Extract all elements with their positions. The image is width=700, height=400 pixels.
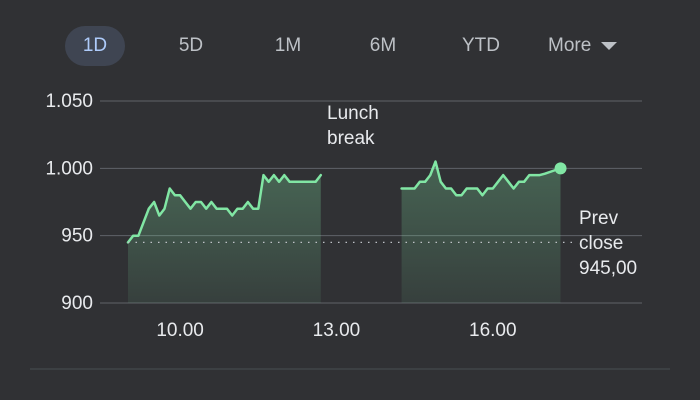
lunch-break-label: Lunch xyxy=(327,103,379,124)
range-ytd-button[interactable]: YTD xyxy=(462,35,500,56)
y-tick-label: 900 xyxy=(61,293,93,314)
more-ranges-button[interactable]: More xyxy=(548,26,632,66)
y-tick-label: 1.000 xyxy=(45,158,93,179)
price-area-segment-1 xyxy=(128,175,321,303)
last-price-dot xyxy=(554,162,567,175)
x-axis-ticks: 10.00 13.00 16.00 xyxy=(156,320,516,341)
bottom-divider xyxy=(30,368,670,370)
lunch-break-label-line2: break xyxy=(327,128,375,149)
y-axis-ticks: 1.050 1.000 950 900 xyxy=(45,91,93,314)
price-line-segment-2 xyxy=(400,160,562,197)
y-tick-label: 1.050 xyxy=(45,91,93,112)
price-lines xyxy=(126,160,562,244)
range-selector: 1D 5D 1M 6M YTD More xyxy=(0,0,700,95)
range-5d-button[interactable]: 5D xyxy=(178,35,204,56)
price-line-segment-1 xyxy=(126,173,323,244)
range-6m-button[interactable]: 6M xyxy=(369,35,397,56)
price-area-segment-2 xyxy=(401,161,561,303)
y-tick-label: 950 xyxy=(61,226,93,247)
prev-close-label-line2: close xyxy=(579,233,623,254)
more-label: More xyxy=(548,35,592,56)
prev-close-value: 945,00 xyxy=(579,258,637,279)
prev-close-label: Prev xyxy=(579,208,619,229)
range-1m-button[interactable]: 1M xyxy=(274,35,302,56)
range-1d-button[interactable]: 1D xyxy=(65,26,125,66)
price-areas xyxy=(128,161,561,303)
caret-down-icon xyxy=(601,41,618,50)
x-tick-label: 13.00 xyxy=(313,320,361,341)
x-tick-label: 10.00 xyxy=(156,320,204,341)
x-tick-label: 16.00 xyxy=(469,320,517,341)
